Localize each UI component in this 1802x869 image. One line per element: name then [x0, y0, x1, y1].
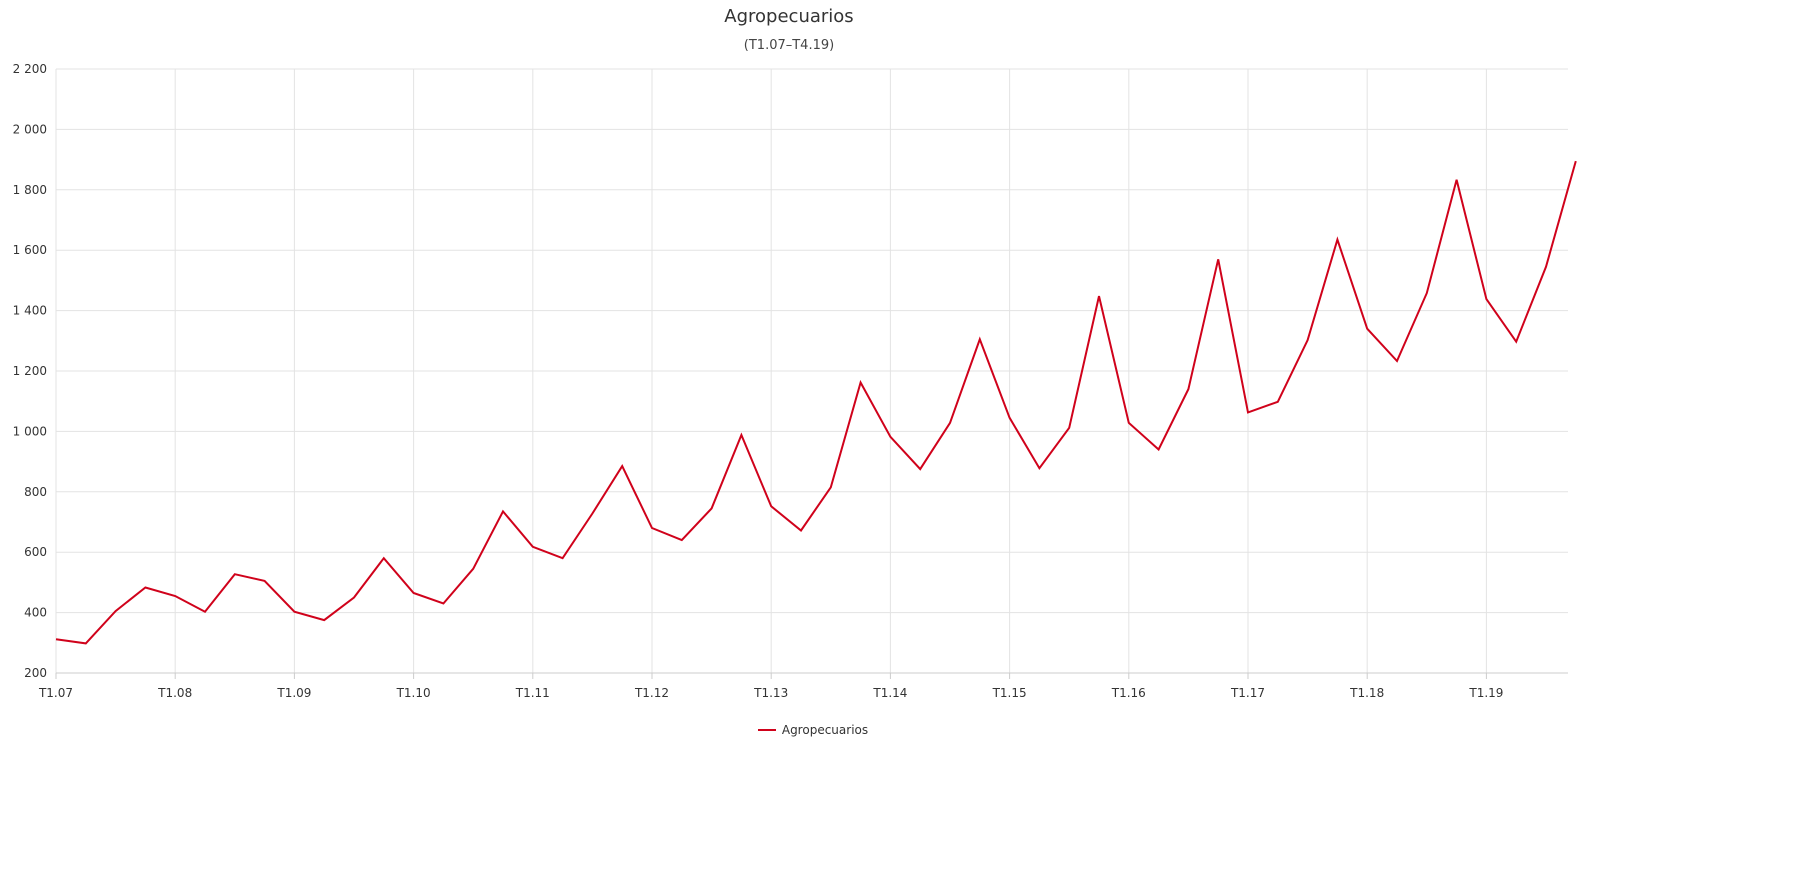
data-point[interactable]	[589, 511, 595, 517]
data-point[interactable]	[619, 463, 625, 469]
x-tick-label: T1.19	[1468, 686, 1503, 700]
data-point[interactable]	[1066, 425, 1072, 431]
data-point[interactable]	[83, 640, 89, 646]
y-tick-label: 1 400	[13, 304, 47, 318]
data-point[interactable]	[1364, 326, 1370, 332]
data-point[interactable]	[530, 544, 536, 550]
y-tick-label: 200	[24, 666, 47, 680]
x-tick-label: T1.17	[1230, 686, 1265, 700]
data-point[interactable]	[262, 578, 268, 584]
y-tick-label: 1 200	[13, 364, 47, 378]
y-tick-label: 400	[24, 606, 47, 620]
data-point[interactable]	[500, 508, 506, 514]
data-point[interactable]	[351, 595, 357, 601]
x-tick-label: T1.16	[1111, 686, 1146, 700]
data-point[interactable]	[1126, 420, 1132, 426]
x-tick-label: T1.15	[992, 686, 1027, 700]
data-point[interactable]	[738, 432, 744, 438]
data-point[interactable]	[1036, 465, 1042, 471]
x-tick-label: T1.12	[634, 686, 669, 700]
data-point[interactable]	[1543, 264, 1549, 270]
data-point[interactable]	[1215, 256, 1221, 262]
data-point[interactable]	[202, 609, 208, 615]
data-point[interactable]	[1334, 237, 1340, 243]
data-point[interactable]	[828, 484, 834, 490]
chart-title: Agropecuarios	[724, 6, 854, 27]
x-tick-label: T1.18	[1349, 686, 1384, 700]
data-point[interactable]	[887, 434, 893, 440]
data-point[interactable]	[381, 555, 387, 561]
data-point[interactable]	[1394, 358, 1400, 364]
y-tick-label: 2 000	[13, 122, 47, 136]
x-tick-label: T1.08	[157, 686, 192, 700]
legend-swatch	[757, 729, 776, 731]
data-point[interactable]	[1245, 409, 1251, 415]
data-point[interactable]	[1007, 415, 1013, 421]
grid-lines	[55, 68, 1568, 674]
data-point[interactable]	[1424, 290, 1430, 296]
data-point[interactable]	[1096, 293, 1102, 299]
data-point[interactable]	[768, 503, 774, 509]
data-point[interactable]	[113, 608, 119, 614]
data-point[interactable]	[709, 505, 715, 511]
data-point[interactable]	[1513, 339, 1519, 345]
data-point[interactable]	[1573, 158, 1579, 164]
data-point[interactable]	[1185, 386, 1191, 392]
data-point[interactable]	[321, 617, 327, 623]
data-point[interactable]	[411, 590, 417, 596]
data-point[interactable]	[172, 593, 178, 599]
data-point[interactable]	[917, 466, 923, 472]
data-point[interactable]	[649, 525, 655, 531]
y-tick-label: 600	[24, 545, 47, 559]
legend[interactable]: Agropecuarios	[0, 723, 1626, 737]
x-tick-label: T1.09	[276, 686, 311, 700]
data-point[interactable]	[53, 636, 59, 642]
data-point[interactable]	[798, 527, 804, 533]
data-point[interactable]	[1156, 447, 1162, 453]
data-point[interactable]	[142, 585, 148, 591]
data-point[interactable]	[291, 609, 297, 615]
x-tick-label: T1.10	[396, 686, 431, 700]
data-point[interactable]	[1454, 177, 1460, 183]
data-point[interactable]	[1305, 337, 1311, 343]
y-tick-label: 2 200	[13, 62, 47, 76]
data-point[interactable]	[560, 555, 566, 561]
series-layer	[53, 158, 1579, 646]
data-point[interactable]	[977, 336, 983, 342]
data-point[interactable]	[470, 566, 476, 572]
data-point[interactable]	[858, 379, 864, 385]
data-point[interactable]	[947, 420, 953, 426]
chart-subtitle: (T1.07–T4.19)	[743, 38, 835, 53]
x-tick-label: T1.07	[38, 686, 73, 700]
y-tick-label: 1 600	[13, 243, 47, 257]
data-point[interactable]	[1483, 296, 1489, 302]
data-point[interactable]	[440, 601, 446, 607]
series-line[interactable]	[55, 160, 1577, 645]
data-point[interactable]	[1275, 399, 1281, 405]
y-tick-label: 800	[24, 485, 47, 499]
axes: 200 400 600 800 1 000 1 200 1 400 1 600 1 800 2 0…	[13, 62, 1568, 700]
x-tick-label: T1.13	[753, 686, 788, 700]
data-point[interactable]	[232, 571, 238, 577]
y-tick-label: 1 800	[13, 183, 47, 197]
legend-label: Agropecuarios	[781, 723, 869, 737]
data-point[interactable]	[679, 537, 685, 543]
y-tick-label: 1 000	[13, 424, 47, 438]
x-tick-label: T1.14	[872, 686, 907, 700]
x-tick-label: T1.11	[515, 686, 550, 700]
